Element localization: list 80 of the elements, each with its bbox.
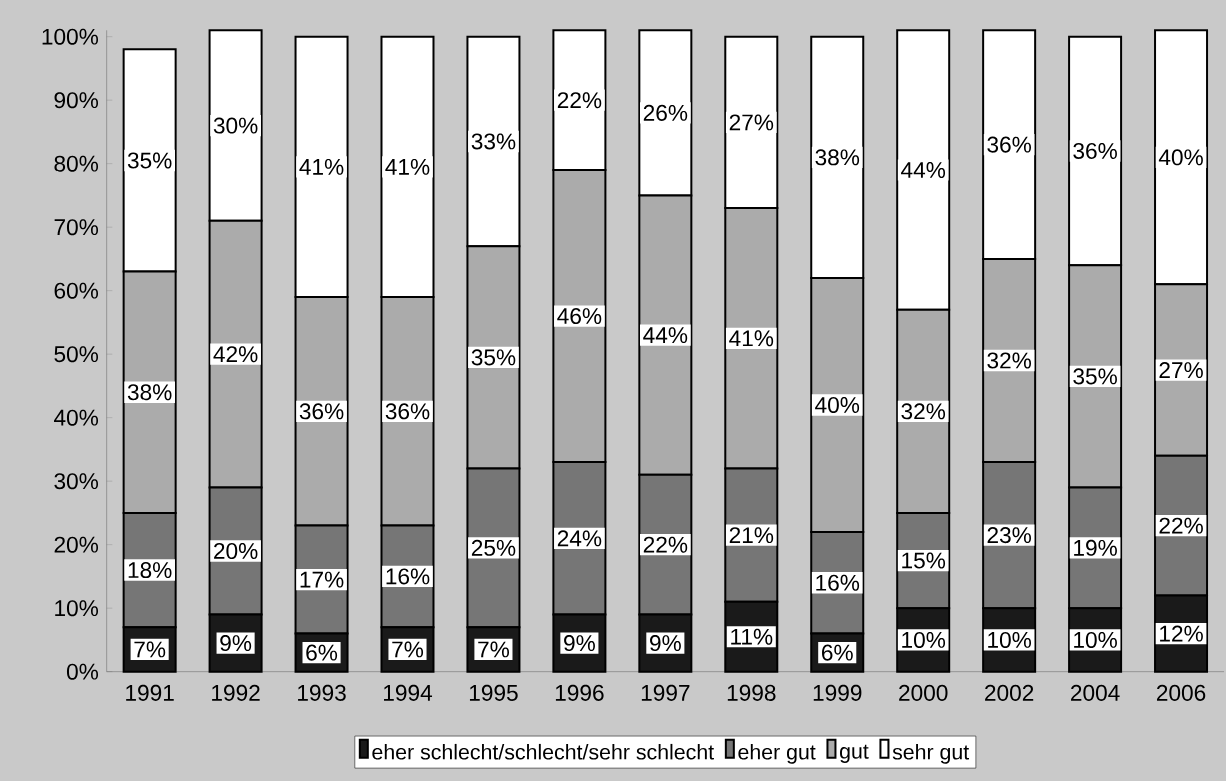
data-label: 22% <box>557 92 602 109</box>
data-label: 6% <box>306 644 338 661</box>
x-tick-label: 1993 <box>298 684 346 701</box>
data-label: 38% <box>815 149 860 166</box>
x-tick-label: 1999 <box>813 684 862 701</box>
data-label: 41% <box>385 158 430 175</box>
data-label: 38% <box>127 384 172 401</box>
data-label: 16% <box>386 568 430 585</box>
data-label: 36% <box>299 403 344 420</box>
data-label: 16% <box>816 574 860 591</box>
data-label: 36% <box>385 403 430 420</box>
data-label: 44% <box>901 162 946 178</box>
data-label: 44% <box>643 327 688 344</box>
data-label: 10% <box>1074 631 1117 648</box>
data-label: 42% <box>213 346 258 363</box>
data-label: 7% <box>392 641 424 658</box>
x-tick-label: 2002 <box>985 684 1034 701</box>
x-tick-label: 1994 <box>384 684 433 701</box>
data-label: 35% <box>127 152 172 169</box>
y-tick-label: 20% <box>54 536 99 553</box>
data-label: 19% <box>1074 539 1117 556</box>
data-label: 10% <box>988 631 1032 648</box>
data-label: 23% <box>987 527 1032 544</box>
x-tick-label: 1992 <box>212 684 260 701</box>
x-tick-label: 1995 <box>469 684 518 701</box>
y-tick-label: 10% <box>55 600 99 617</box>
data-label: 22% <box>1159 517 1203 534</box>
data-label: 46% <box>557 308 602 325</box>
data-label: 24% <box>557 530 602 547</box>
y-tick-label: 100% <box>42 28 99 45</box>
legend-label: sehr gut <box>892 743 970 764</box>
data-label: 9% <box>650 635 681 652</box>
legend-label: gut <box>840 744 869 763</box>
x-tick-label: 2000 <box>899 684 948 701</box>
y-tick-label: 80% <box>54 155 99 172</box>
y-tick-label: 30% <box>54 473 99 490</box>
data-label: 27% <box>1159 362 1203 379</box>
x-tick-label: 1991 <box>126 684 174 701</box>
x-tick-label: 1996 <box>555 684 604 701</box>
y-tick-label: 60% <box>54 282 99 299</box>
data-label: 22% <box>643 536 688 553</box>
legend-label: eher gut <box>738 743 816 764</box>
data-label: 21% <box>729 527 774 544</box>
data-label: 27% <box>729 114 774 131</box>
x-tick-label: 1997 <box>641 684 690 701</box>
data-label: 41% <box>299 158 344 175</box>
y-tick-label: 90% <box>54 92 99 109</box>
legend-label: eher schlecht/schlecht/sehr schlecht <box>372 743 714 760</box>
x-tick-label: 2004 <box>1071 684 1120 701</box>
data-label: 9% <box>220 635 252 652</box>
y-tick-label: 0% <box>66 663 99 680</box>
data-label: 25% <box>471 539 516 556</box>
data-label: 12% <box>1160 625 1203 642</box>
data-label: 11% <box>731 628 773 645</box>
data-label: 17% <box>300 571 344 588</box>
data-label: 9% <box>564 635 595 652</box>
data-label: 40% <box>815 396 860 413</box>
data-label: 20% <box>214 542 258 560</box>
data-label: 10% <box>902 631 946 648</box>
data-label: 30% <box>213 117 258 134</box>
y-tick-label: 40% <box>54 409 99 426</box>
data-label: 36% <box>1073 142 1117 159</box>
data-label: 36% <box>987 136 1032 153</box>
data-label: 41% <box>729 330 774 347</box>
data-label: 32% <box>987 352 1032 369</box>
y-tick-label: 50% <box>54 346 99 363</box>
data-label: 6% <box>822 644 853 661</box>
data-label: 35% <box>1073 368 1117 385</box>
x-tick-label: 1998 <box>727 684 776 701</box>
data-label: 7% <box>134 641 166 658</box>
data-label: 18% <box>128 562 172 579</box>
y-tick-label: 70% <box>54 219 99 236</box>
data-label: 35% <box>471 349 516 366</box>
data-label: 40% <box>1158 149 1203 166</box>
data-label: 33% <box>471 133 516 150</box>
data-label: 7% <box>478 641 510 658</box>
data-label: 26% <box>643 104 688 121</box>
data-label: 15% <box>902 552 946 569</box>
x-tick-label: 2006 <box>1156 684 1206 701</box>
data-label: 32% <box>901 403 946 420</box>
